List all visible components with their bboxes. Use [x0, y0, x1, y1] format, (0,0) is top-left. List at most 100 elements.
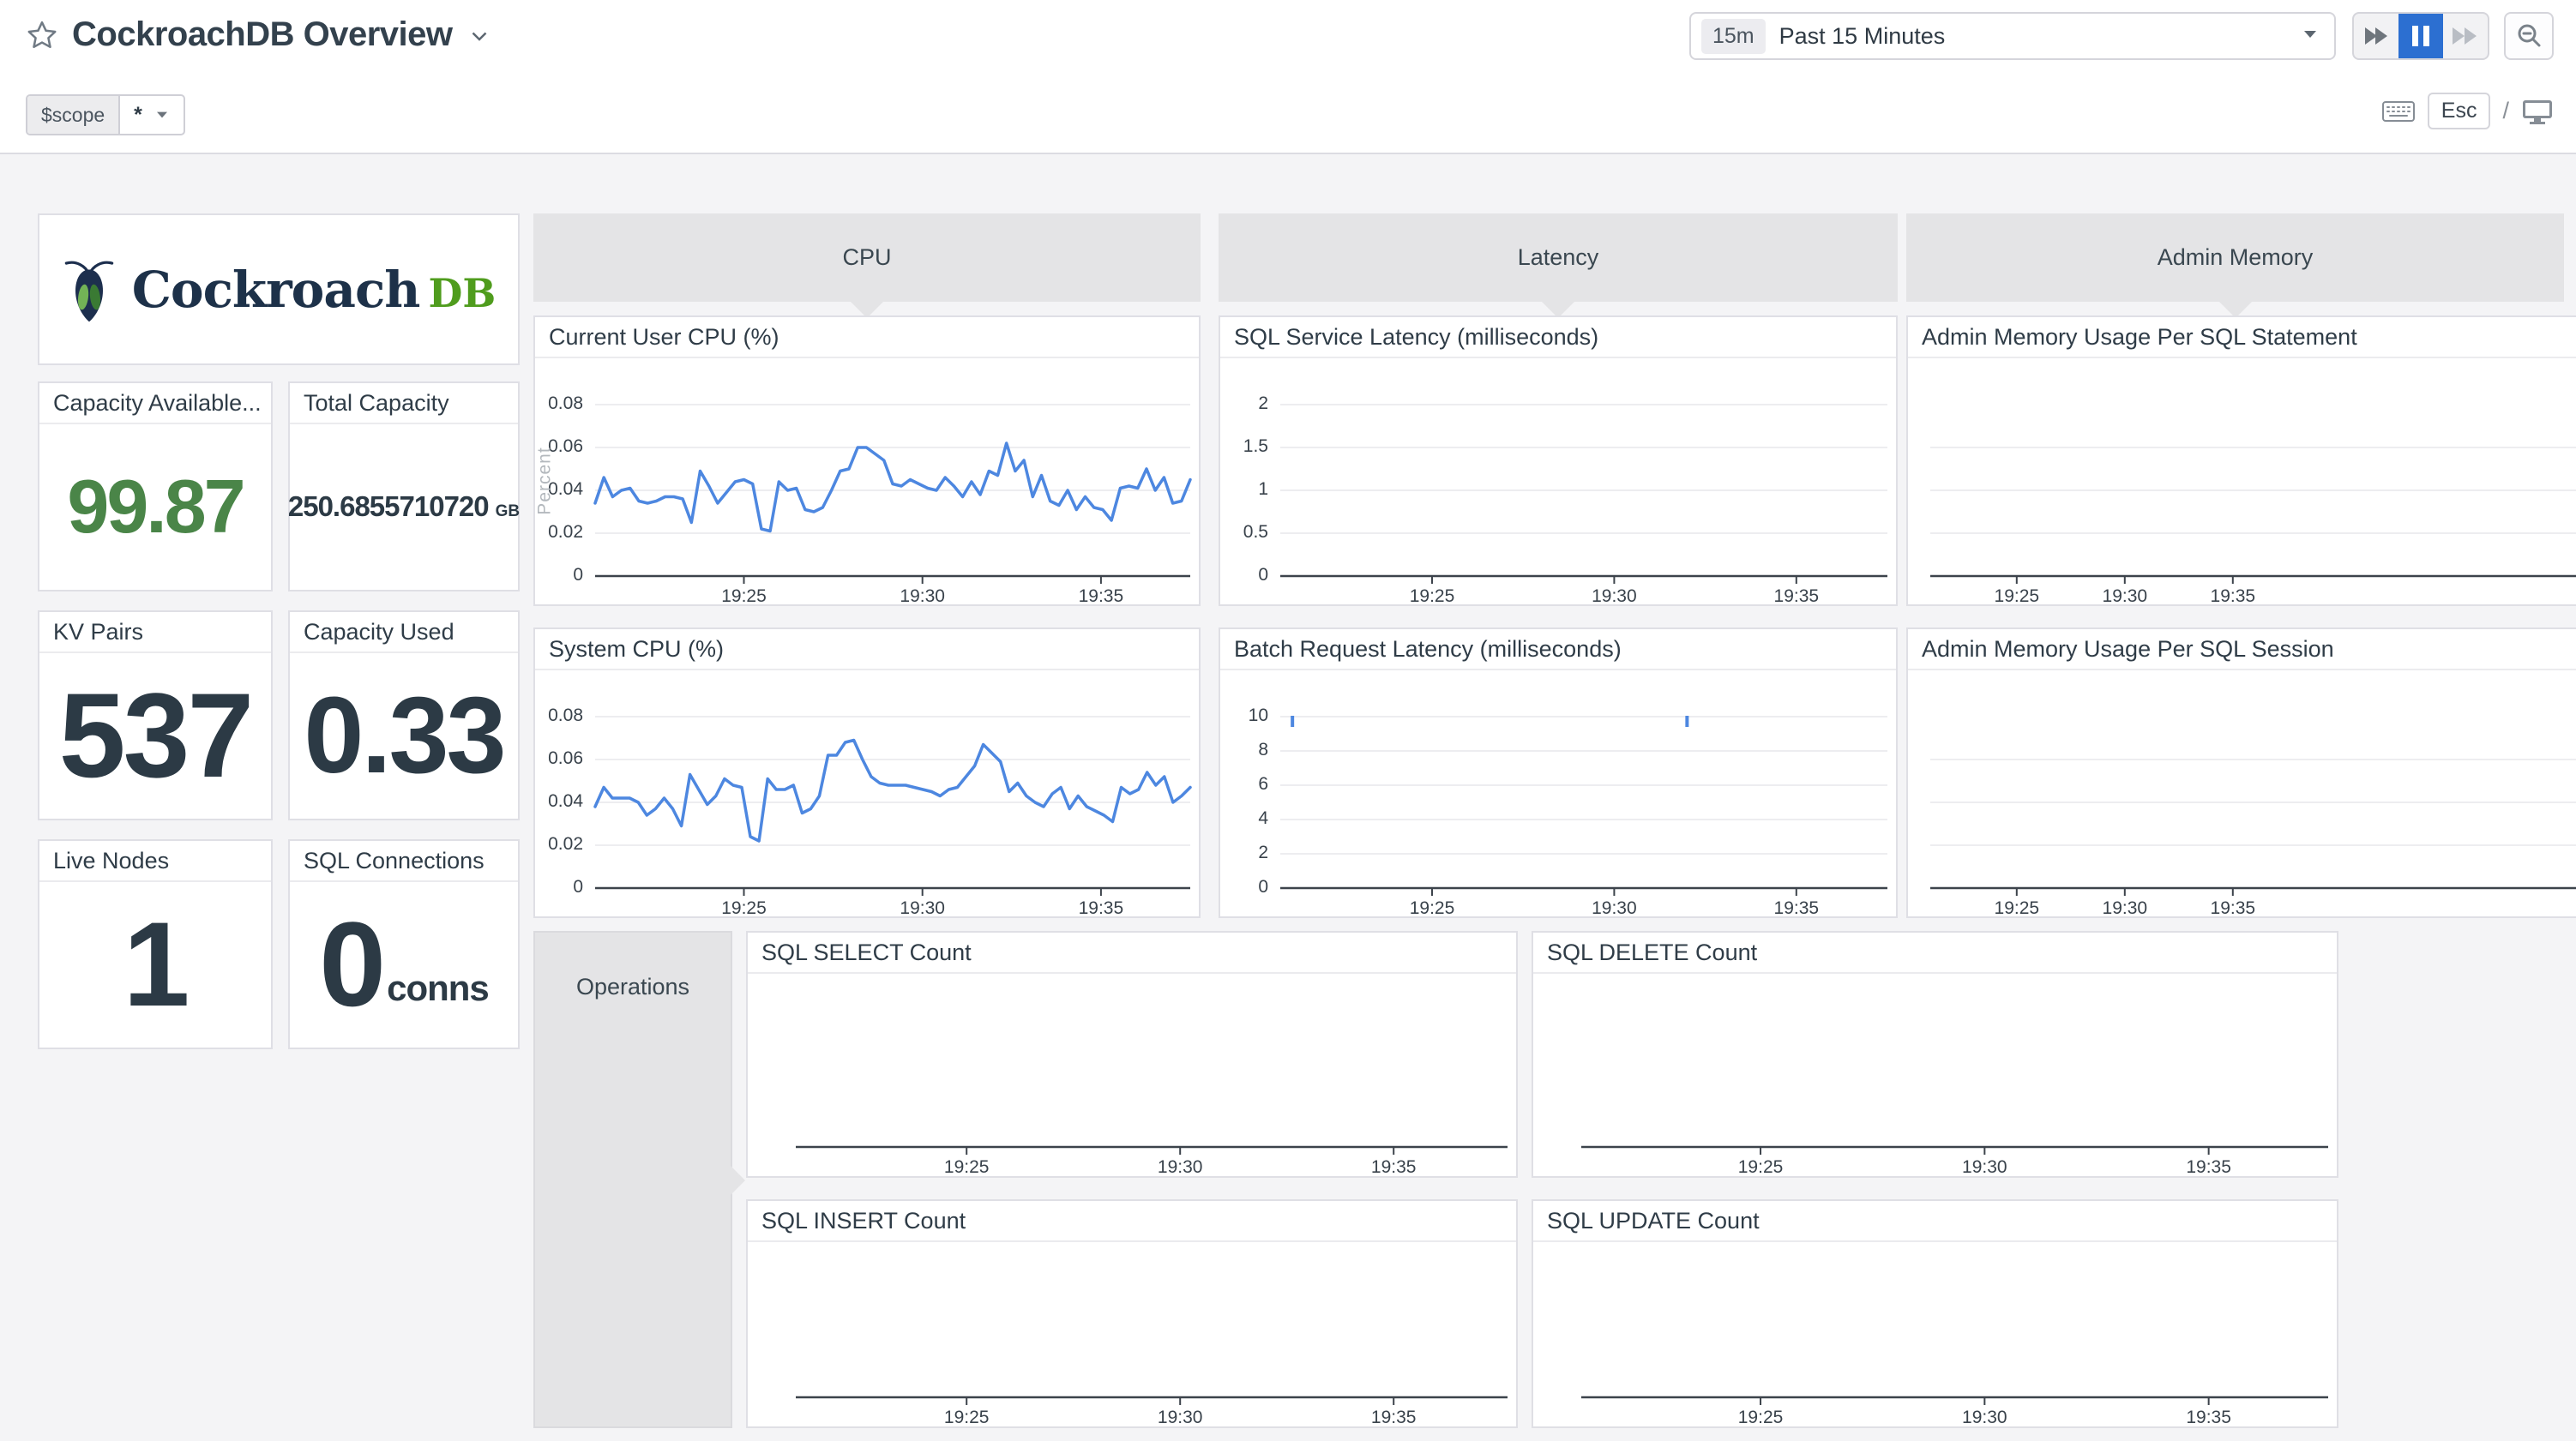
cockroachdb-logo-card: CockroachDB: [38, 213, 520, 365]
y-axis-tick-label: 0.08: [535, 393, 583, 414]
stat-value: 0conns: [290, 880, 518, 1048]
x-axis-tick-label: 19:30: [1933, 1157, 2036, 1178]
y-axis-tick-label: 0.5: [1220, 522, 1268, 543]
chart-plot[interactable]: 19:2519:3019:35: [1533, 972, 2337, 1176]
zoom-out-button[interactable]: [2504, 12, 2554, 60]
x-axis-tick-label: 19:25: [915, 1408, 1018, 1428]
scope-variable-value: *: [134, 103, 142, 128]
title-chevron-down-icon[interactable]: [466, 22, 492, 48]
stat-title: Live Nodes: [39, 841, 271, 882]
star-icon[interactable]: [26, 19, 58, 51]
time-range-selector[interactable]: 15m Past 15 Minutes: [1689, 12, 2336, 60]
scope-variable-name: $scope: [27, 96, 120, 134]
stat-card-capacity-available: Capacity Available... 99.87: [38, 381, 273, 591]
time-caret-down-icon: [2302, 28, 2319, 45]
x-axis-tick-label: 19:25: [1965, 586, 2068, 607]
y-axis-tick-label: 0: [535, 565, 583, 585]
stat-title: Total Capacity: [290, 383, 518, 424]
chart-card-sql-update-count: SQL UPDATE Count 19:2519:3019:35: [1532, 1199, 2338, 1428]
y-axis-tick-label: 0.08: [535, 705, 583, 726]
y-axis-tick-label: 0.02: [535, 834, 583, 855]
x-axis-tick-label: 19:25: [915, 1157, 1018, 1178]
y-axis-tick-label: 0: [1220, 877, 1268, 898]
y-axis-tick-label: 0: [535, 877, 583, 898]
x-axis-tick-label: 19:25: [693, 898, 796, 919]
group-tail: [731, 1166, 745, 1195]
chart-plot[interactable]: 19:2519:3019:3500.020.040.060.08Percent: [535, 357, 1199, 604]
stat-card-kv-pairs: KV Pairs 537: [38, 610, 273, 820]
y-axis-tick-label: 4: [1220, 808, 1268, 829]
template-variable-scope[interactable]: $scope *: [26, 94, 185, 135]
chart-plot[interactable]: 19:2519:3019:3500.020.040.060.08: [535, 669, 1199, 916]
y-axis-label: Percent: [535, 447, 556, 514]
chart-plot[interactable]: 19:2519:3019:35: [748, 1240, 1516, 1426]
chart-title: SQL UPDATE Count: [1533, 1201, 2337, 1242]
y-axis-tick-label: 6: [1220, 774, 1268, 795]
stat-card-live-nodes: Live Nodes 1: [38, 839, 273, 1049]
y-axis-tick-label: 0.02: [535, 522, 583, 543]
stat-title: SQL Connections: [290, 841, 518, 882]
x-axis-tick-label: 19:30: [1562, 586, 1665, 607]
x-axis-tick-label: 19:25: [1381, 586, 1484, 607]
chart-plot[interactable]: 19:2519:3019:35: [1908, 669, 2576, 916]
chart-title: Admin Memory Usage Per SQL Session: [1908, 629, 2576, 670]
x-axis-tick-label: 19:25: [1965, 898, 2068, 919]
stat-title: Capacity Used: [290, 612, 518, 653]
logo-wordmark: Cockroach: [132, 261, 420, 319]
stat-value: 99.87: [39, 423, 271, 590]
time-range-label: Past 15 Minutes: [1779, 23, 2302, 50]
logo-db-suffix: DB: [428, 270, 496, 316]
group-header-cpu[interactable]: CPU: [533, 213, 1201, 302]
chart-title: Admin Memory Usage Per SQL Statement: [1908, 317, 2576, 358]
group-label: CPU: [842, 244, 891, 271]
chart-title: Current User CPU (%): [535, 317, 1199, 358]
group-label: Latency: [1518, 244, 1599, 271]
chart-plot[interactable]: 19:2519:3019:3500.511.52: [1220, 357, 1896, 604]
chart-plot[interactable]: 19:2519:3019:35: [748, 972, 1516, 1176]
chart-card-admin-memory-per-statement: Admin Memory Usage Per SQL Statement 19:…: [1906, 315, 2576, 606]
fast-forward-button[interactable]: [2443, 14, 2488, 58]
group-header-latency[interactable]: Latency: [1219, 213, 1898, 302]
stat-value: 250.6855710720GB: [290, 423, 518, 590]
page-title: CockroachDB Overview: [72, 15, 453, 54]
x-axis-tick-label: 19:35: [1050, 898, 1153, 919]
chart-plot[interactable]: 19:2519:3019:35: [1908, 357, 2576, 604]
stat-title: Capacity Available...: [39, 383, 271, 424]
x-axis-tick-label: 19:35: [2158, 1408, 2260, 1428]
chart-card-admin-memory-per-session: Admin Memory Usage Per SQL Session 19:25…: [1906, 627, 2576, 918]
y-axis-tick-label: 2: [1220, 393, 1268, 414]
chart-card-current-user-cpu: Current User CPU (%) 19:2519:3019:3500.0…: [533, 315, 1201, 606]
stat-unit: conns: [387, 968, 489, 1009]
x-axis-tick-label: 19:35: [1050, 586, 1153, 607]
rewind-button[interactable]: [2354, 14, 2398, 58]
stat-title: KV Pairs: [39, 612, 271, 653]
chart-plot[interactable]: 19:2519:3019:35: [1533, 1240, 2337, 1426]
group-header-admin-memory[interactable]: Admin Memory: [1906, 213, 2564, 302]
chart-title: SQL DELETE Count: [1533, 933, 2337, 974]
stat-unit: GB: [496, 502, 521, 521]
x-axis-tick-label: 19:30: [871, 586, 974, 607]
keyboard-icon[interactable]: [2381, 99, 2416, 124]
stat-value: 0.33: [290, 651, 518, 819]
chart-card-sql-insert-count: SQL INSERT Count 19:2519:3019:35: [746, 1199, 1518, 1428]
chart-title: SQL Service Latency (milliseconds): [1220, 317, 1896, 358]
x-axis-tick-label: 19:25: [1381, 898, 1484, 919]
x-axis-tick-label: 19:30: [871, 898, 974, 919]
pause-button[interactable]: [2398, 14, 2443, 58]
fullscreen-monitor-icon[interactable]: [2521, 98, 2554, 125]
cockroach-bug-icon: [62, 255, 117, 324]
y-axis-tick-label: 1: [1220, 479, 1268, 500]
chart-title: SQL SELECT Count: [748, 933, 1516, 974]
x-axis-tick-label: 19:30: [1129, 1408, 1231, 1428]
top-header-bar: CockroachDB Overview 15m Past 15 Minutes…: [0, 0, 2576, 154]
stat-card-sql-connections: SQL Connections 0conns: [288, 839, 520, 1049]
esc-key-button[interactable]: Esc: [2428, 93, 2491, 129]
x-axis-tick-label: 19:25: [1709, 1157, 1812, 1178]
y-axis-tick-label: 1.5: [1220, 436, 1268, 457]
y-axis-tick-label: 0.04: [535, 791, 583, 812]
slash-separator: /: [2502, 98, 2509, 124]
y-axis-tick-label: 8: [1220, 740, 1268, 760]
group-header-operations[interactable]: Operations: [533, 931, 732, 1428]
chart-plot[interactable]: 19:2519:3019:350246810: [1220, 669, 1896, 916]
timeline-playback-controls: [2352, 12, 2489, 60]
